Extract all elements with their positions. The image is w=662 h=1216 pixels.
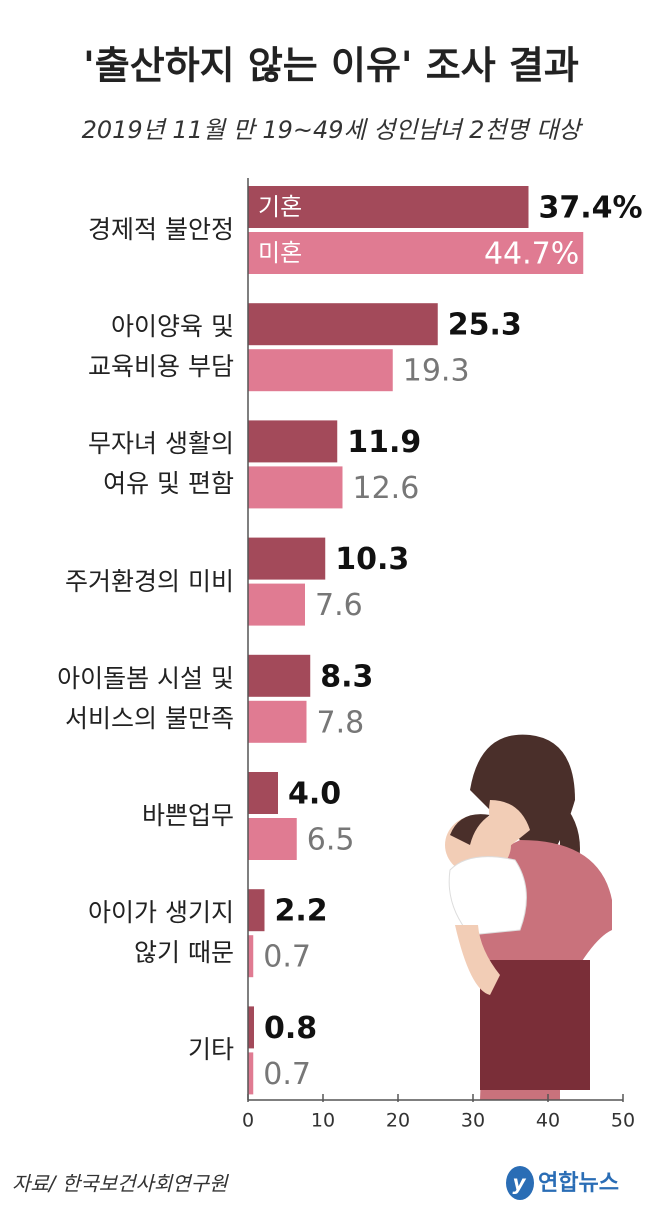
value-label: 8.3: [320, 659, 373, 694]
value-label: 11.9: [347, 425, 421, 460]
bar: [248, 303, 438, 346]
bar: [248, 420, 338, 463]
value-label: 44.7%: [484, 237, 579, 272]
bar: [248, 583, 305, 626]
svg-text:y: y: [512, 1171, 526, 1195]
value-label: 7.6: [315, 588, 363, 623]
value-label: 37.4%: [539, 191, 643, 226]
bar: [248, 466, 343, 509]
bar: [248, 186, 529, 228]
x-tick-label: 10: [311, 1110, 335, 1132]
bar: [248, 772, 278, 814]
bar: [248, 349, 393, 392]
x-tick-label: 0: [242, 1110, 254, 1132]
bar: [248, 700, 307, 743]
value-label: 6.5: [307, 823, 355, 858]
y-tick-label: 바쁜업무: [141, 801, 234, 830]
value-label: 19.3: [403, 354, 470, 389]
value-label: 7.8: [317, 705, 365, 740]
chart-subtitle: 2019년 11월 만 19~49세 성인남녀 2천명 대상: [82, 116, 584, 144]
y-tick-label: 아이양육 및 교육비용 부담: [88, 312, 234, 382]
value-label: 4.0: [288, 777, 341, 812]
source: 자료/ 한국보건사회연구원: [12, 1172, 229, 1196]
bar: [248, 232, 584, 274]
value-label: 25.3: [448, 308, 522, 343]
bar: [248, 1006, 254, 1049]
chart-title: '출산하지 않는 이유' 조사 결과: [83, 44, 579, 88]
x-tick-label: 50: [611, 1110, 635, 1132]
value-label: 2.2: [275, 894, 328, 929]
value-label: 10.3: [335, 542, 409, 577]
x-tick-label: 20: [386, 1110, 410, 1132]
value-label: 0.7: [263, 1057, 311, 1092]
bar: [248, 818, 297, 860]
logo: y: [506, 1166, 534, 1200]
y-tick-label: 아이가 생기지 않기 때문: [88, 898, 234, 968]
bar: [248, 537, 326, 580]
y-tick-label: 주거환경의 미비: [65, 566, 234, 596]
value-label: 0.8: [264, 1011, 317, 1046]
bar: [248, 1052, 254, 1095]
x-tick-label: 40: [536, 1110, 560, 1132]
y-tick-label: 기타: [187, 1035, 234, 1065]
legend-label: 미혼: [258, 239, 302, 267]
y-tick-label: 아이돌봄 시설 및 서비스의 불만족: [57, 663, 234, 733]
value-label: 0.7: [263, 940, 311, 975]
y-tick-label: 경제적 불안정: [88, 215, 234, 244]
illustration: [445, 734, 612, 1100]
value-label: 12.6: [353, 471, 420, 506]
x-tick-label: 30: [461, 1110, 485, 1132]
bar: [248, 935, 254, 978]
bar: [248, 654, 311, 697]
bar: [248, 889, 265, 932]
y-tick-label: 무자녀 생활의 여유 및 편함: [88, 429, 234, 499]
legend-label: 기혼: [258, 193, 302, 221]
logo-text: 연합뉴스: [538, 1170, 619, 1196]
